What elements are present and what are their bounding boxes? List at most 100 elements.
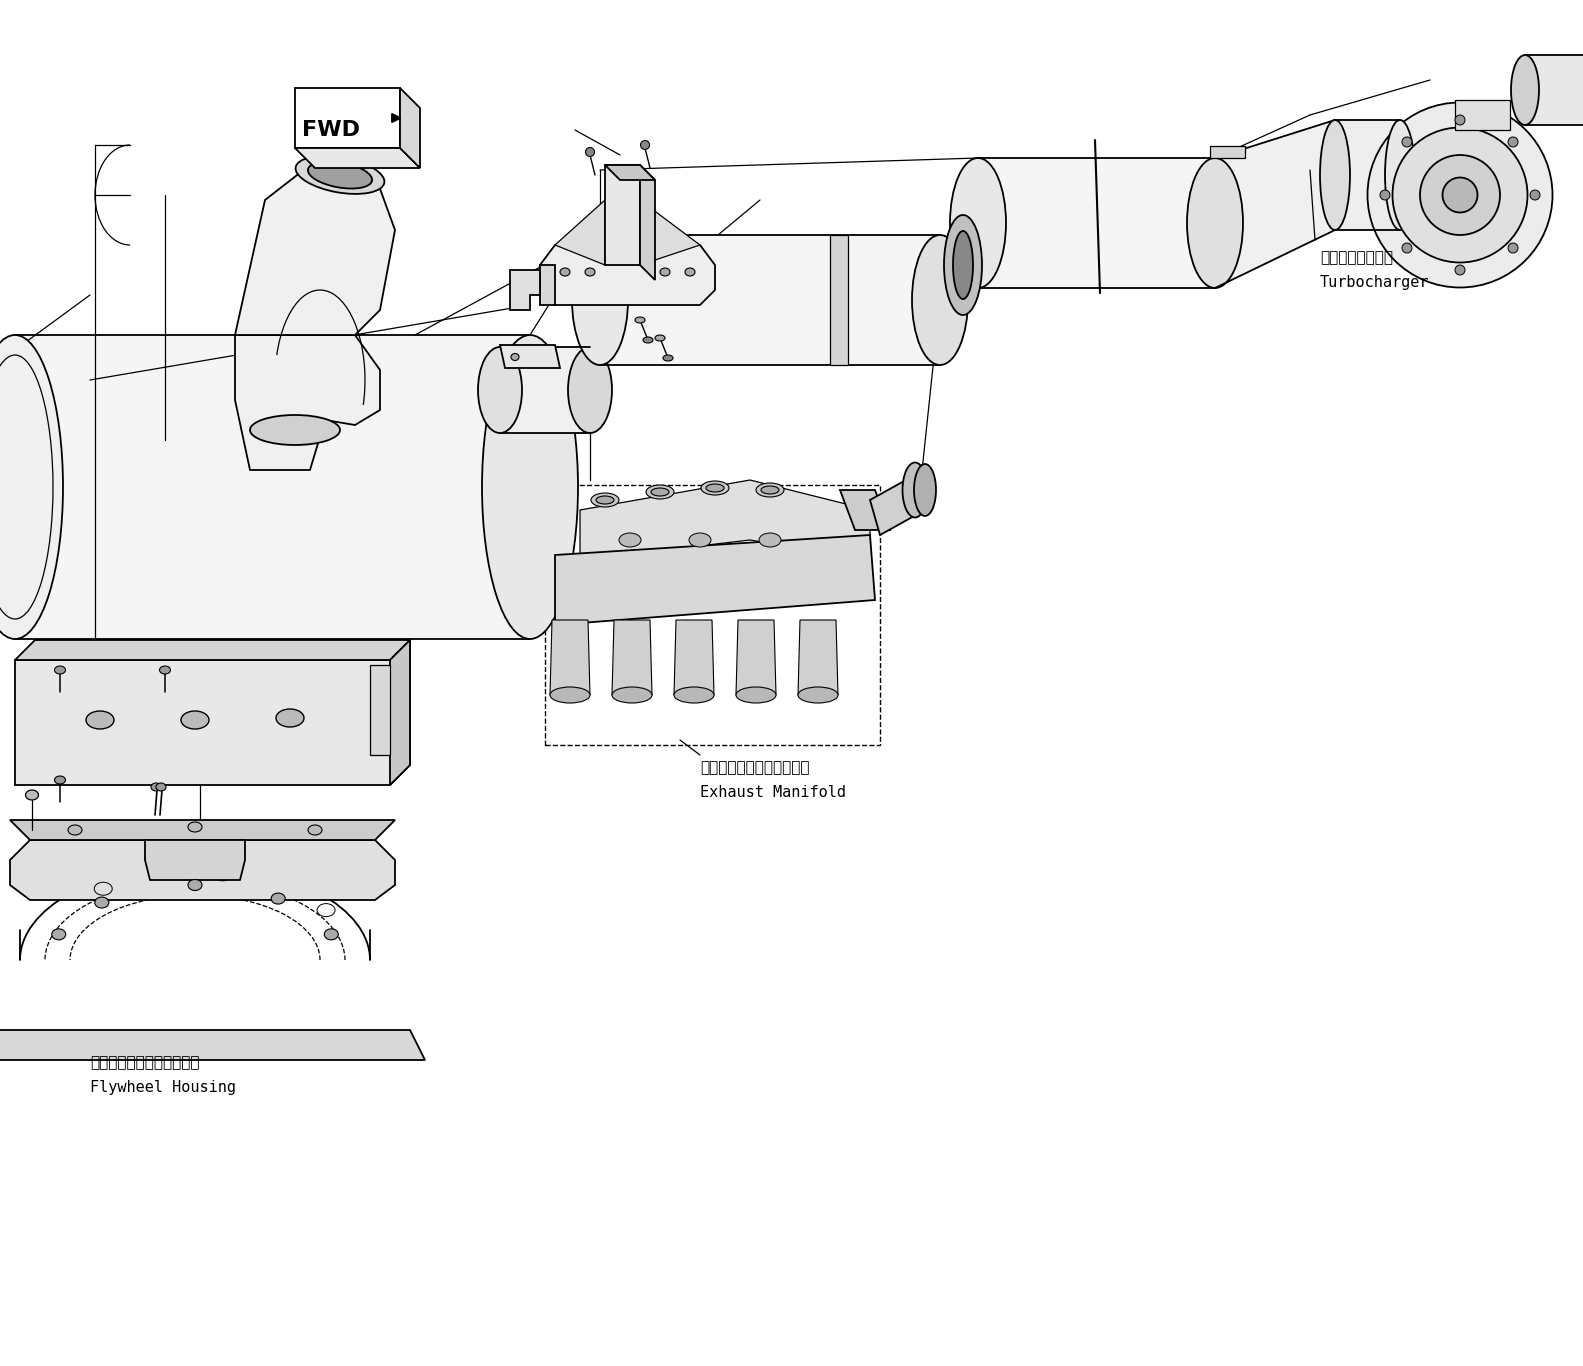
Ellipse shape: [635, 317, 644, 322]
Ellipse shape: [1187, 158, 1243, 288]
Ellipse shape: [1455, 115, 1464, 126]
Polygon shape: [841, 490, 890, 530]
Polygon shape: [500, 347, 590, 433]
Ellipse shape: [25, 790, 38, 800]
Ellipse shape: [160, 667, 171, 673]
Ellipse shape: [511, 354, 519, 361]
Ellipse shape: [571, 235, 628, 365]
Ellipse shape: [950, 158, 1007, 288]
Ellipse shape: [150, 783, 161, 791]
Polygon shape: [0, 1030, 424, 1060]
Ellipse shape: [660, 268, 670, 276]
Polygon shape: [579, 479, 871, 560]
Ellipse shape: [1531, 190, 1540, 199]
Text: Flywheel Housing: Flywheel Housing: [90, 1081, 236, 1096]
Text: Exhaust Manifold: Exhaust Manifold: [700, 785, 845, 800]
Polygon shape: [14, 641, 410, 785]
Ellipse shape: [95, 897, 109, 908]
Polygon shape: [1524, 55, 1583, 126]
Polygon shape: [389, 641, 410, 785]
Ellipse shape: [651, 488, 670, 496]
Ellipse shape: [689, 533, 711, 546]
Ellipse shape: [1442, 178, 1477, 213]
Ellipse shape: [1368, 102, 1553, 287]
Polygon shape: [1334, 120, 1399, 229]
Polygon shape: [234, 335, 380, 470]
Ellipse shape: [54, 667, 65, 673]
Ellipse shape: [309, 161, 372, 189]
Ellipse shape: [646, 485, 674, 499]
Ellipse shape: [902, 463, 928, 518]
Ellipse shape: [271, 893, 285, 904]
Polygon shape: [549, 620, 590, 695]
Ellipse shape: [1420, 154, 1501, 235]
Text: フライホイールハウジング: フライホイールハウジング: [90, 1055, 199, 1070]
Polygon shape: [1209, 146, 1244, 158]
Polygon shape: [613, 620, 652, 695]
Polygon shape: [234, 165, 396, 335]
Polygon shape: [540, 265, 556, 305]
Ellipse shape: [275, 709, 304, 727]
Polygon shape: [540, 245, 716, 305]
Ellipse shape: [325, 929, 339, 940]
Ellipse shape: [701, 481, 730, 494]
Ellipse shape: [157, 783, 166, 791]
Polygon shape: [605, 165, 655, 180]
Ellipse shape: [1393, 127, 1528, 262]
Polygon shape: [9, 840, 396, 900]
Ellipse shape: [758, 533, 780, 546]
Ellipse shape: [913, 464, 936, 516]
Text: ターボチャージャ: ターボチャージャ: [1320, 250, 1393, 265]
Ellipse shape: [1380, 190, 1390, 199]
Ellipse shape: [586, 148, 595, 157]
Ellipse shape: [761, 486, 779, 494]
Ellipse shape: [180, 710, 209, 729]
Ellipse shape: [0, 335, 63, 639]
Polygon shape: [146, 840, 245, 880]
Polygon shape: [1216, 120, 1334, 288]
Ellipse shape: [296, 156, 385, 194]
Ellipse shape: [188, 880, 203, 891]
Ellipse shape: [597, 496, 614, 504]
Text: エキゾーストマニホールド: エキゾーストマニホールド: [700, 759, 809, 775]
Ellipse shape: [1403, 243, 1412, 253]
Ellipse shape: [590, 493, 619, 507]
Ellipse shape: [1320, 120, 1350, 229]
Polygon shape: [600, 235, 940, 365]
Polygon shape: [556, 199, 605, 265]
Ellipse shape: [1403, 137, 1412, 148]
Ellipse shape: [757, 484, 784, 497]
Ellipse shape: [52, 929, 66, 940]
Polygon shape: [400, 87, 419, 168]
Ellipse shape: [1385, 120, 1415, 229]
Ellipse shape: [309, 825, 321, 835]
Ellipse shape: [85, 710, 114, 729]
Polygon shape: [294, 87, 400, 148]
Ellipse shape: [943, 214, 981, 316]
Polygon shape: [640, 165, 655, 280]
Polygon shape: [294, 148, 419, 168]
Ellipse shape: [706, 484, 723, 492]
Ellipse shape: [643, 337, 654, 343]
Polygon shape: [14, 335, 530, 639]
Ellipse shape: [619, 533, 641, 546]
Polygon shape: [605, 165, 640, 265]
Polygon shape: [14, 641, 410, 660]
Ellipse shape: [1512, 55, 1539, 126]
Text: Turbocharger: Turbocharger: [1320, 275, 1429, 290]
Polygon shape: [736, 620, 776, 695]
Bar: [545, 485, 880, 744]
Polygon shape: [556, 535, 875, 626]
Ellipse shape: [549, 687, 590, 703]
Ellipse shape: [953, 231, 974, 299]
Ellipse shape: [1509, 243, 1518, 253]
Ellipse shape: [560, 268, 570, 276]
Ellipse shape: [736, 687, 776, 703]
Polygon shape: [978, 158, 1216, 288]
Ellipse shape: [685, 268, 695, 276]
Ellipse shape: [568, 347, 613, 433]
Ellipse shape: [250, 415, 340, 445]
Polygon shape: [500, 346, 560, 367]
Ellipse shape: [641, 141, 649, 149]
Polygon shape: [9, 820, 396, 840]
